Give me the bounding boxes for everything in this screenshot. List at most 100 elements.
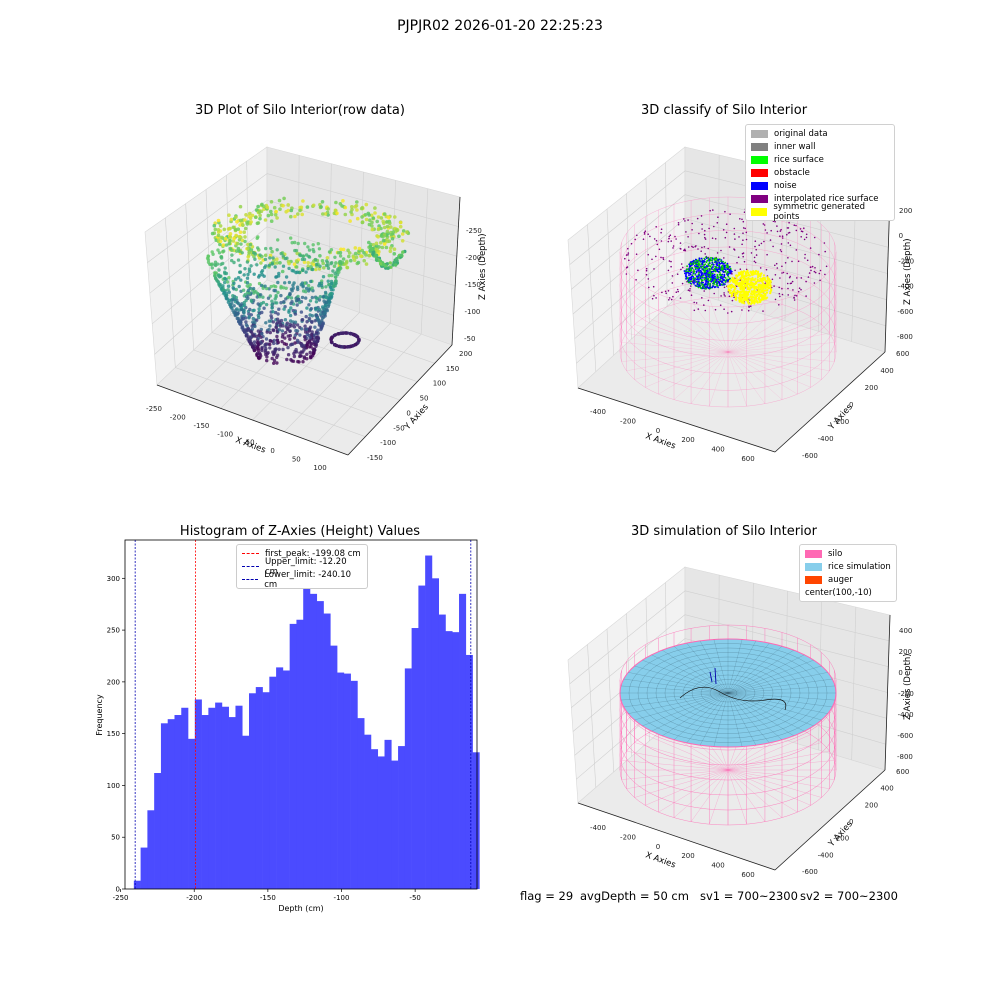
raw-point (256, 313, 260, 318)
raw-point (275, 334, 279, 339)
interpolated-point (800, 230, 803, 232)
interpolated-point (788, 276, 791, 279)
x-tick-label: 200 (681, 436, 694, 444)
raw-point (222, 290, 226, 295)
raw-point (259, 270, 264, 274)
rice-surface-point (721, 280, 724, 283)
interpolated-point (823, 242, 826, 244)
interpolated-point (760, 242, 763, 245)
raw-point (256, 235, 260, 239)
interpolated-point (742, 227, 745, 229)
raw-point (223, 236, 228, 241)
raw-point (245, 276, 250, 280)
rice-surface-point (729, 272, 732, 275)
interpolated-point (742, 232, 744, 234)
interpolated-point (781, 272, 783, 274)
interpolated-point (794, 294, 796, 297)
interpolated-point (741, 309, 743, 311)
raw-point (288, 333, 292, 338)
raw-point (304, 253, 309, 257)
raw-point (317, 267, 322, 271)
histogram-bar (398, 746, 406, 889)
raw-point (227, 226, 232, 231)
interpolated-point (737, 256, 740, 258)
raw-point (376, 215, 381, 219)
interpolated-point (670, 298, 673, 301)
raw-point (383, 264, 388, 268)
rice-surface-point (704, 263, 707, 266)
histogram-bar (208, 707, 216, 889)
raw-point (244, 320, 248, 324)
raw-point (214, 277, 218, 281)
interpolated-point (787, 287, 789, 290)
raw-point (227, 290, 231, 294)
interpolated-point (806, 259, 809, 262)
raw-point (256, 302, 260, 306)
interpolated-point (643, 233, 646, 235)
raw-point (302, 335, 307, 339)
rice-surface-point (704, 267, 707, 270)
raw-point (324, 295, 329, 300)
z-tick-label: -150 (465, 281, 481, 289)
legend-label: center(100,-10) (805, 587, 872, 598)
interpolated-point (774, 220, 776, 223)
raw-point (286, 353, 291, 357)
interpolated-point (808, 272, 811, 274)
symmetric-point (747, 276, 750, 280)
raw-point (357, 246, 362, 251)
legend-label: first_peak: -199.08 cm (265, 548, 361, 559)
raw-point (237, 319, 241, 324)
rice-surface-point (704, 269, 706, 272)
y-tick-label: 100 (107, 782, 120, 790)
raw-point (266, 296, 271, 300)
raw-point (285, 357, 289, 362)
rice-surface-point (688, 277, 691, 279)
raw-point (219, 262, 223, 266)
symmetric-point (734, 298, 737, 301)
interpolated-point (625, 254, 628, 256)
rice-surface-point (698, 257, 701, 260)
raw-point (388, 249, 393, 254)
symmetric-point (753, 279, 756, 282)
interpolated-point (788, 231, 791, 234)
raw-point (314, 296, 319, 300)
y-tick-label: -400 (818, 435, 834, 443)
raw-point (400, 239, 405, 243)
rice-surface-point (725, 279, 727, 282)
rice-surface-point (687, 278, 690, 281)
interpolated-point (742, 255, 744, 258)
histogram-bar (343, 673, 351, 889)
raw-point (248, 211, 252, 216)
interpolated-point (742, 220, 745, 223)
interpolated-point (795, 229, 798, 232)
raw-point (401, 250, 405, 254)
symmetric-point (754, 285, 758, 288)
interpolated-point (681, 266, 684, 269)
raw-point (265, 358, 269, 363)
rice-surface-point (686, 268, 689, 271)
raw-point (388, 246, 393, 250)
raw-point (290, 342, 295, 346)
x-tick-label: 0 (656, 427, 660, 435)
symmetric-point (755, 290, 758, 294)
raw-point (252, 272, 256, 276)
raw-point (273, 289, 278, 293)
raw-point (246, 242, 250, 247)
z-tick-label: -600 (897, 308, 913, 316)
raw-point (386, 266, 390, 270)
rice-surface-point (689, 265, 692, 268)
histogram-bar (154, 773, 162, 889)
interpolated-point (799, 228, 802, 230)
interpolated-point (645, 267, 648, 270)
raw-point (319, 327, 323, 332)
raw-point (239, 242, 243, 246)
legend-item: original data (751, 127, 889, 140)
legend-label: Upper_limit: -12.20 cm (264, 556, 347, 577)
rice-surface-point (711, 285, 714, 287)
rice-surface-point (714, 257, 717, 260)
interpolated-point (813, 236, 816, 239)
x-tick-label: 50 (292, 456, 301, 464)
raw-point (301, 199, 305, 203)
raw-point (341, 331, 345, 335)
raw-point (398, 220, 403, 225)
